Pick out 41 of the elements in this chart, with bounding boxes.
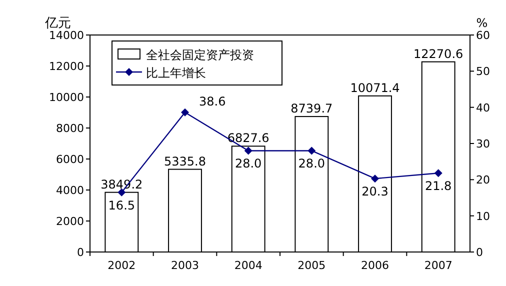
y-tick-label: 4000 <box>56 184 84 197</box>
y2-axis-title: % <box>476 16 488 30</box>
legend-label: 全社会固定资产投资 <box>146 48 254 62</box>
data-label: 5335.8 <box>164 154 206 168</box>
y-tick-label: 10000 <box>49 91 84 104</box>
y-tick-label: 12000 <box>49 60 84 73</box>
x-tick-label: 2002 <box>108 259 136 272</box>
data-label: 8739.7 <box>290 102 333 116</box>
y-tick-label: 2000 <box>56 215 84 228</box>
y2-tick-label: 40 <box>476 101 490 114</box>
x-tick-label: 2005 <box>298 259 326 272</box>
point <box>244 146 252 155</box>
data-label: 16.5 <box>108 198 136 212</box>
y-tick-label: 6000 <box>56 153 84 166</box>
y2-tick-label: 20 <box>476 174 490 187</box>
y2-tick-label: 0 <box>476 246 483 259</box>
x-tick-label: 2006 <box>361 259 389 272</box>
legend-label: 比上年增长 <box>146 66 206 80</box>
data-label: 38.6 <box>199 94 226 108</box>
point <box>181 108 189 116</box>
x-tick-label: 2004 <box>234 259 262 272</box>
data-label: 21.8 <box>424 179 452 194</box>
y2-tick-label: 50 <box>476 65 490 78</box>
y-tick-label: 14000 <box>49 29 84 42</box>
x-tick-label: 2007 <box>424 259 452 272</box>
y2-tick-label: 60 <box>476 29 490 42</box>
y-tick-label: 8000 <box>56 122 84 135</box>
data-label: 6827.6 <box>227 131 270 146</box>
point <box>371 174 379 183</box>
data-label: 28.0 <box>234 156 262 171</box>
x-tick-label: 2003 <box>171 259 199 272</box>
data-label: 28.0 <box>298 156 326 171</box>
data-label: 20.3 <box>362 184 388 199</box>
y-axis-title: 亿元 <box>44 16 71 31</box>
y-tick-label: 0 <box>77 246 84 259</box>
y2-tick-label: 10 <box>476 210 490 223</box>
point <box>308 146 316 155</box>
point <box>434 169 442 178</box>
data-label: 12270.6 <box>414 46 464 61</box>
data-label: 10071.4 <box>350 80 400 95</box>
y2-tick-label: 30 <box>476 138 490 150</box>
